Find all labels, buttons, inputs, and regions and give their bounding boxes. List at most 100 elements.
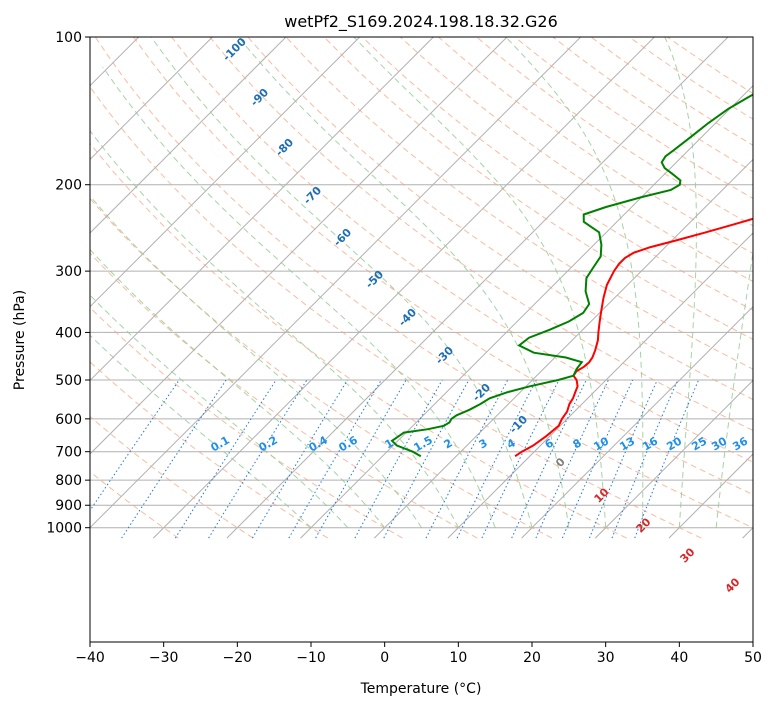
dry-adiabat	[90, 415, 254, 539]
dry-adiabat	[90, 197, 553, 539]
y-axis-title: Pressure (hPa)	[12, 290, 28, 390]
dewpoint-trace	[390, 93, 753, 458]
moist-adiabat-label: 30	[678, 545, 698, 565]
mixing-ratio-line	[90, 379, 180, 512]
moist-adiabat	[90, 129, 459, 528]
mixing-ratio-label: 10	[591, 434, 611, 453]
dry-adiabat-label: -90	[248, 86, 271, 109]
moist-adiabat	[505, 37, 644, 528]
moist-adiabat	[664, 37, 697, 528]
mixing-ratio-line	[561, 379, 634, 539]
y-tick-label: 600	[55, 412, 82, 428]
isotherm-gridline	[521, 305, 753, 539]
dry-adiabat	[400, 37, 753, 283]
dry-adiabat	[90, 85, 702, 539]
dry-adiabat	[209, 37, 753, 432]
chart-title: wetPf2_S169.2024.198.18.32.G26	[284, 12, 558, 32]
isotherm-gridline	[90, 37, 582, 529]
mixing-ratio-line	[383, 379, 470, 539]
isotherm-gridline	[373, 158, 753, 539]
isotherm-gridline	[594, 379, 753, 539]
y-tick-label: 400	[55, 325, 82, 341]
dry-adiabat	[247, 37, 753, 401]
moist-adiabat	[90, 248, 386, 529]
dry-adiabat-label: -30	[433, 344, 456, 367]
dry-adiabat	[171, 37, 753, 463]
dry-adiabat-label: -10	[507, 413, 530, 436]
moist-adiabat-label: 40	[723, 575, 743, 595]
dry-adiabat	[514, 37, 753, 200]
isotherm-gridline	[152, 37, 655, 539]
dry-adiabat-label: -80	[273, 136, 296, 159]
temperature-trace	[514, 217, 753, 458]
mixing-ratio-line	[251, 379, 348, 539]
mixing-ratio-label: 8	[571, 436, 584, 451]
mixing-ratio-line	[611, 379, 679, 539]
mixing-ratio-line	[315, 379, 407, 539]
x-tick-label: 20	[523, 650, 541, 666]
x-tick-label: −20	[223, 650, 253, 666]
plot-frame	[89, 36, 754, 643]
isotherm-gridline	[90, 37, 434, 382]
mixing-ratio-line	[288, 379, 382, 539]
dry-adiabat	[94, 37, 753, 529]
dry-adiabat	[90, 142, 627, 539]
isotherm-gridline	[226, 37, 729, 539]
mixing-ratio-label: 36	[730, 434, 750, 453]
y-tick-label: 900	[55, 498, 82, 514]
dry-adiabat-label: -70	[301, 184, 324, 207]
isotherm-gridline	[90, 37, 361, 308]
y-tick-label: 1000	[46, 521, 82, 537]
mixing-ratio-label: 6	[543, 436, 556, 451]
mixing-ratio-line	[634, 379, 700, 539]
y-tick-label: 500	[55, 373, 82, 389]
mixing-ratio-line	[535, 379, 609, 539]
dry-adiabat	[361, 37, 753, 311]
isotherm-gridline	[90, 37, 140, 87]
dry-adiabat-label: -100	[220, 35, 249, 64]
dry-adiabat	[133, 37, 753, 496]
dry-adiabat	[285, 37, 753, 370]
x-tick-label: 10	[449, 650, 467, 666]
dry-adiabat	[323, 37, 753, 340]
isotherm-gridline	[90, 37, 508, 455]
mixing-ratio-line	[511, 379, 587, 539]
y-tick-label: 800	[55, 473, 82, 489]
mixing-ratio-label: 20	[664, 434, 684, 453]
isotherm-gridline	[90, 37, 213, 161]
mixing-ratio-line	[589, 379, 658, 539]
x-tick-label: −30	[149, 650, 179, 666]
x-tick-label: −40	[75, 650, 105, 666]
moist-adiabat-label: 0	[553, 455, 568, 470]
moist-adiabat	[715, 249, 753, 528]
moist-adiabat	[150, 37, 533, 528]
dry-adiabat	[476, 37, 753, 227]
moist-adiabat-label: 10	[592, 485, 612, 505]
x-tick-label: 0	[380, 650, 389, 666]
mixing-ratio-label: 13	[617, 435, 637, 454]
moist-adiabat	[238, 37, 570, 528]
mixing-ratio-label: 25	[689, 435, 709, 454]
dry-adiabat-label: -40	[396, 306, 419, 329]
isotherm-gridline	[0, 37, 65, 538]
moist-adiabat	[353, 37, 607, 528]
y-tick-label: 100	[55, 30, 82, 46]
axes: −40 −30 −20 −10 0 10 20 30 40 5010020030040050060…	[46, 30, 762, 666]
moist-adiabat	[90, 195, 422, 528]
x-axis-title: Temperature (°C)	[360, 681, 482, 697]
x-tick-label: 40	[670, 650, 688, 666]
dry-adiabat	[90, 252, 478, 539]
y-tick-label: 200	[55, 178, 82, 194]
mixing-ratio-line	[481, 379, 560, 539]
x-tick-label: −10	[296, 650, 326, 666]
y-tick-label: 300	[55, 264, 82, 280]
moist-adiabat	[90, 334, 312, 529]
mixing-ratio-line	[425, 379, 509, 539]
moist-adiabat	[752, 523, 753, 528]
isotherm-gridline	[447, 232, 753, 539]
mixing-ratio-line	[174, 379, 277, 539]
mixing-ratio-line	[456, 379, 537, 539]
moist-adiabat	[102, 66, 496, 528]
dry-adiabat	[438, 37, 753, 254]
